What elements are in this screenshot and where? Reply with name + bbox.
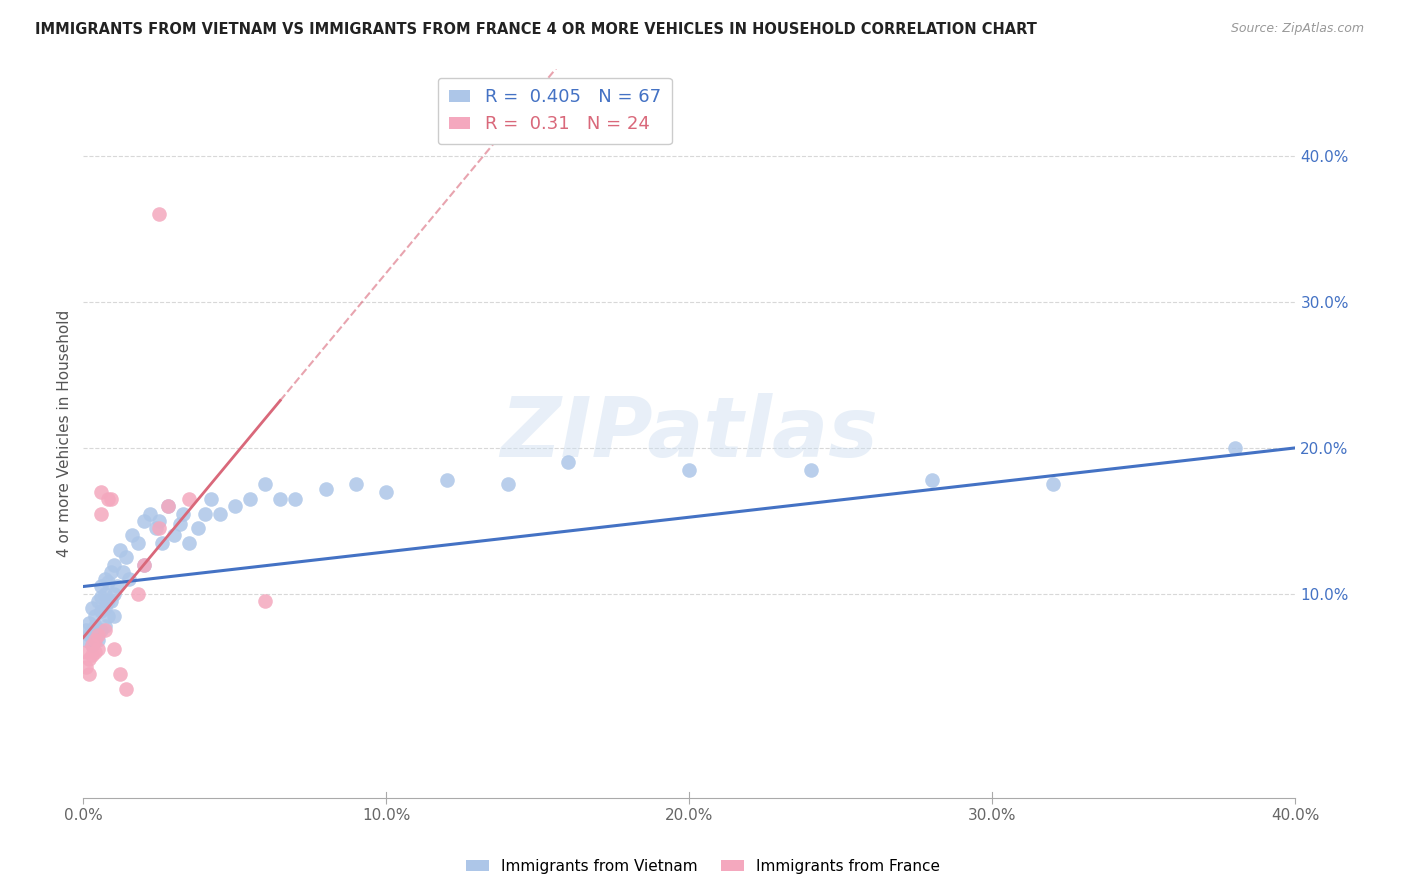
Point: [84, 608, 107, 623]
Point: [96, 594, 118, 608]
Y-axis label: 4 or more Vehicles in Household: 4 or more Vehicles in Household: [58, 310, 72, 557]
Legend: R =  0.405   N = 67, R =  0.31   N = 24: R = 0.405 N = 67, R = 0.31 N = 24: [437, 78, 672, 145]
Point: [163, 528, 186, 542]
Point: [90, 604, 112, 618]
Point: [145, 521, 167, 535]
Point: [1042, 477, 1064, 491]
Point: [344, 477, 367, 491]
Point: [93, 624, 115, 638]
Point: [800, 463, 823, 477]
Point: [114, 681, 136, 696]
Point: [148, 514, 170, 528]
Point: [375, 484, 398, 499]
Point: [284, 491, 307, 506]
Text: ZIPatlas: ZIPatlas: [501, 392, 879, 474]
Point: [315, 482, 337, 496]
Point: [132, 514, 155, 528]
Point: [96, 575, 118, 590]
Point: [436, 473, 458, 487]
Point: [87, 633, 110, 648]
Point: [103, 587, 125, 601]
Point: [187, 521, 209, 535]
Point: [224, 500, 246, 514]
Point: [193, 507, 215, 521]
Point: [127, 535, 149, 549]
Text: IMMIGRANTS FROM VIETNAM VS IMMIGRANTS FROM FRANCE 4 OR MORE VEHICLES IN HOUSEHOL: IMMIGRANTS FROM VIETNAM VS IMMIGRANTS FR…: [35, 22, 1038, 37]
Point: [169, 516, 191, 531]
Point: [93, 619, 115, 633]
Point: [90, 507, 112, 521]
Point: [82, 638, 104, 652]
Point: [111, 565, 134, 579]
Point: [87, 624, 110, 638]
Point: [150, 535, 173, 549]
Point: [132, 558, 155, 572]
Point: [93, 587, 115, 601]
Point: [148, 207, 170, 221]
Point: [157, 500, 180, 514]
Point: [84, 619, 107, 633]
Point: [678, 463, 700, 477]
Point: [75, 645, 97, 659]
Point: [208, 507, 231, 521]
Point: [84, 645, 107, 659]
Point: [921, 473, 943, 487]
Point: [108, 667, 131, 681]
Point: [79, 627, 101, 641]
Point: [96, 491, 118, 506]
Point: [496, 477, 519, 491]
Point: [179, 535, 201, 549]
Point: [103, 608, 125, 623]
Point: [87, 594, 110, 608]
Point: [108, 543, 131, 558]
Point: [84, 633, 107, 648]
Point: [93, 572, 115, 586]
Point: [82, 648, 104, 662]
Point: [82, 624, 104, 638]
Point: [100, 594, 122, 608]
Point: [96, 608, 118, 623]
Point: [87, 642, 110, 657]
Point: [1223, 441, 1246, 455]
Point: [105, 580, 128, 594]
Legend: Immigrants from Vietnam, Immigrants from France: Immigrants from Vietnam, Immigrants from…: [460, 853, 946, 880]
Point: [87, 627, 110, 641]
Point: [557, 455, 579, 469]
Point: [84, 633, 107, 648]
Point: [103, 558, 125, 572]
Point: [200, 491, 222, 506]
Point: [118, 572, 141, 586]
Point: [114, 550, 136, 565]
Point: [90, 624, 112, 638]
Point: [90, 580, 112, 594]
Point: [90, 590, 112, 604]
Point: [79, 615, 101, 630]
Point: [254, 594, 277, 608]
Point: [269, 491, 291, 506]
Point: [75, 624, 97, 638]
Point: [100, 491, 122, 506]
Point: [121, 528, 143, 542]
Point: [75, 633, 97, 648]
Point: [90, 484, 112, 499]
Point: [132, 558, 155, 572]
Point: [239, 491, 262, 506]
Point: [82, 601, 104, 615]
Point: [79, 652, 101, 666]
Point: [157, 500, 180, 514]
Point: [103, 642, 125, 657]
Point: [148, 521, 170, 535]
Point: [75, 659, 97, 673]
Point: [79, 667, 101, 681]
Point: [254, 477, 277, 491]
Point: [172, 507, 194, 521]
Point: [93, 601, 115, 615]
Point: [127, 587, 149, 601]
Point: [100, 565, 122, 579]
Point: [139, 507, 162, 521]
Point: [82, 638, 104, 652]
Text: Source: ZipAtlas.com: Source: ZipAtlas.com: [1230, 22, 1364, 36]
Point: [179, 491, 201, 506]
